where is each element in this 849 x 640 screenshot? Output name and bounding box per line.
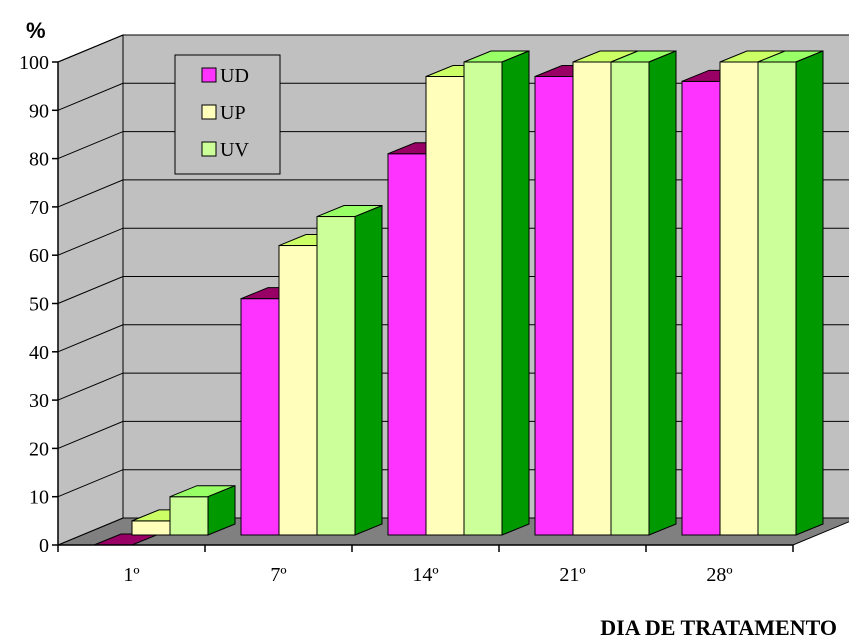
bar-face (425, 75, 465, 536)
y-tick-label: 20 (29, 438, 49, 460)
bar-face (572, 61, 612, 536)
x-axis-label: DIA DE TRATAMENTO (600, 615, 837, 640)
legend-label-UP: UP (220, 102, 246, 124)
y-tick-label: 60 (29, 245, 49, 267)
bar-side (648, 50, 677, 536)
y-tick-label: 30 (29, 390, 49, 412)
bar-side (795, 50, 824, 536)
bar-face (278, 245, 318, 536)
bar-face (316, 216, 356, 536)
bar-UP-4 (719, 50, 786, 536)
bar-side (501, 50, 530, 536)
y-tick-label: 90 (29, 100, 49, 122)
bar-UD-1 (240, 287, 307, 536)
bar-face (131, 520, 171, 536)
bar-face (240, 298, 280, 536)
y-axis-label: % (26, 18, 46, 43)
x-tick-label: 7º (270, 564, 286, 586)
legend-swatch-UP (201, 104, 217, 120)
legend-swatch-UV (201, 141, 217, 157)
y-tick-label: 40 (29, 342, 49, 364)
bar-UV-2 (463, 50, 530, 536)
bar-face (719, 61, 759, 536)
y-tick-label: 50 (29, 294, 49, 316)
bar-UP-2 (425, 64, 492, 536)
y-tick-label: 10 (29, 487, 49, 509)
y-tick-label: 100 (19, 52, 49, 74)
y-tick-label: 80 (29, 149, 49, 171)
bars (93, 50, 824, 546)
bar-face (463, 61, 503, 536)
y-axis-ticks: 0 10 20 30 40 50 60 70 80 90 100 (19, 52, 58, 557)
bar-side (354, 204, 383, 536)
legend-swatch-UD (201, 67, 217, 83)
bar-UV-4 (757, 50, 824, 536)
legend-label-UV: UV (220, 139, 249, 161)
bar-UD-3 (534, 64, 601, 536)
bar-face (681, 80, 721, 536)
bar-side (207, 484, 236, 536)
bar-face (169, 496, 209, 536)
bar-face (534, 75, 574, 536)
gridline (57, 34, 849, 63)
legend-label-UD: UD (220, 65, 249, 87)
bar-UV-1 (316, 204, 383, 536)
x-tick-label: 21º (559, 564, 585, 586)
legend-box (174, 54, 281, 175)
y-tick-label: 70 (29, 197, 49, 219)
bar-UV-3 (610, 50, 677, 536)
bar-UD-4 (681, 69, 748, 536)
legend: UD UP UV (174, 54, 281, 175)
y-tick-label: 0 (39, 535, 49, 557)
x-tick-label: 14º (412, 564, 438, 586)
bar-face (387, 153, 427, 536)
x-axis-ticks: 1º 7º 14º 21º 28º (57, 545, 794, 586)
x-tick-label: 1º (123, 564, 139, 586)
bar-face (610, 61, 650, 536)
bar-UV-0 (169, 484, 236, 536)
bar-UP-3 (572, 50, 639, 536)
x-tick-label: 28º (706, 564, 732, 586)
bar-face (757, 61, 797, 536)
